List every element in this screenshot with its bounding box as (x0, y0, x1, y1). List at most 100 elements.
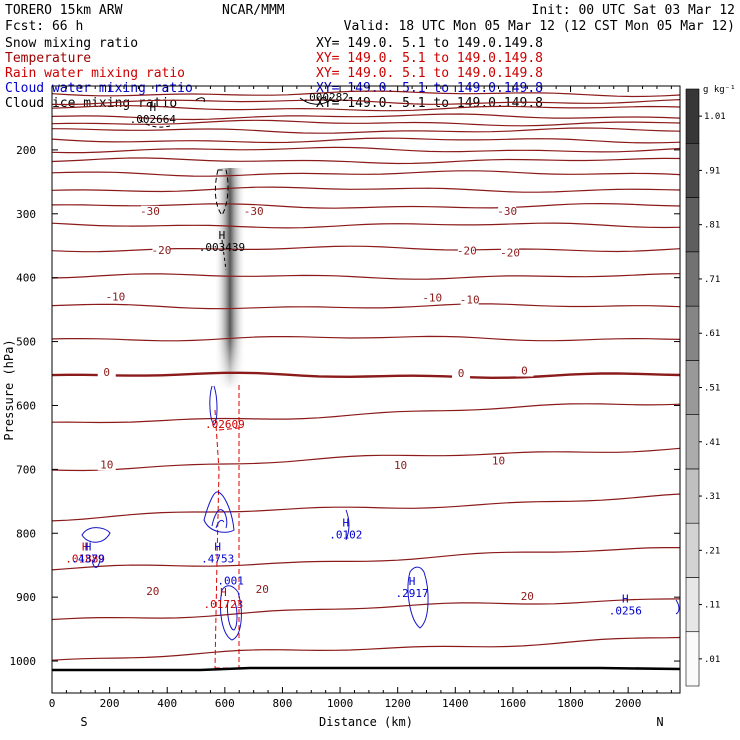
y-tick-label: 1000 (10, 655, 37, 668)
x-axis-label: Distance (km) (319, 715, 413, 729)
colorbar-swatch (685, 577, 700, 633)
colorbar-label: .91 (704, 166, 720, 176)
extremum-value: .0102 (329, 528, 362, 541)
colorbar-label: .81 (704, 221, 720, 231)
extremum-mark: H (622, 592, 629, 605)
isotherm-line (52, 222, 680, 229)
colorbar-label: .41 (704, 438, 720, 448)
contour-label: 10 (394, 459, 407, 472)
contour-label-bg (423, 292, 442, 304)
x-tick-label: 600 (215, 697, 235, 710)
extremum-mark: H (220, 586, 227, 599)
south-label: S (80, 715, 87, 729)
contour-label-bg (501, 247, 520, 259)
y-tick-label: 600 (16, 399, 36, 412)
contour-label: 20 (256, 583, 269, 596)
contour-label-bg (106, 291, 125, 303)
plot-area: 0 200 400 600 800 1000 1200 1400 1600 1800 2000 20… (2, 85, 681, 729)
isotherm-line (52, 202, 680, 209)
isotherm-line (52, 113, 680, 121)
colorbar-label: 1.01 (704, 112, 726, 122)
isotherm-line (52, 273, 680, 280)
colorbar-swatch (685, 197, 700, 253)
legend-field-xy: XY= 149.0. 5.1 to 149.0.149.8 (316, 81, 543, 96)
extremum-value: .4753 (201, 553, 234, 566)
isotherm-line (52, 105, 680, 112)
extremum-mark: H (219, 229, 226, 242)
x-tick-label: 1400 (442, 697, 469, 710)
colorbar-swatch (685, 468, 700, 524)
contour-label: 10 (492, 455, 505, 468)
colorbar-label: .31 (704, 492, 720, 502)
plot-frame (51, 85, 681, 694)
contour-label: 20 (146, 585, 159, 598)
extremum-value: .001 (217, 574, 244, 587)
y-tick-label: 900 (16, 591, 36, 604)
snow-shading (214, 168, 246, 390)
contour-label: 0 (103, 366, 110, 379)
colorbar-swatch (685, 142, 700, 198)
contour-label-bg (460, 294, 479, 306)
valid-time: Valid: 18 UTC Mon 05 Mar 12 (12 CST Mon … (344, 19, 735, 34)
contour-label: 20 (521, 590, 534, 603)
isotherm-line (52, 245, 680, 253)
colorbar-swatch (685, 251, 700, 307)
isotherm-line (52, 598, 680, 621)
x-tick-label: 800 (273, 697, 293, 710)
x-tick-label: 1600 (500, 697, 527, 710)
contour-label-bg (391, 460, 410, 472)
contour-label-bg (244, 205, 263, 217)
isotherm-line (52, 547, 680, 571)
contour-label: -20 (500, 246, 520, 259)
x-tick-label: 400 (157, 697, 177, 710)
contour-label-bg (515, 365, 534, 377)
colorbar-swatch (685, 360, 700, 415)
isotherm-line (52, 157, 680, 165)
temperature-contours (52, 90, 680, 661)
contour-label-bg (152, 244, 171, 256)
colorbar-swatch (685, 88, 700, 144)
terrain-line (52, 666, 680, 672)
legend-field-name: Temperature (5, 51, 91, 66)
y-tick-label: 300 (16, 208, 36, 221)
contour-label: 0 (521, 365, 528, 378)
colorbar-label: .11 (704, 601, 720, 611)
y-axis-label: Pressure (hPa) (2, 339, 16, 440)
x-axis: 0 200 400 600 800 1000 1200 1400 1600 1800 2000 (49, 86, 672, 710)
contour-label-bg (253, 584, 272, 596)
x-tick-label: 1000 (327, 697, 354, 710)
extremum-value: .4379 (71, 553, 104, 566)
isotherm-line (52, 335, 680, 342)
extremum-value: .000282 (302, 91, 348, 104)
colorbar-label: .01 (704, 655, 720, 665)
init-time: Init: 00 UTC Sat 03 Mar 12 (532, 3, 736, 18)
temperature-labels: -30 -30 -30 -20 -20 -20 -10 -10 -10 0 0 0 10 10 10 20 20… (97, 205, 537, 603)
extremum-value: .003439 (199, 241, 245, 254)
colorbar-unit: g kg⁻¹ (703, 85, 736, 95)
colorbar-label: .71 (704, 275, 720, 285)
isotherm-line (52, 90, 680, 98)
figure-header: TORERO 15km ARW Fcst: 66 h NCAR/MMM Init… (5, 3, 735, 111)
y-tick-label: 500 (16, 336, 36, 349)
extremum-mark: H (214, 541, 221, 554)
zero-isotherm (52, 371, 680, 380)
legend-field-xy: XY= 149.0. 5.1 to 149.0.149.8 (316, 66, 543, 81)
contour-label-bg (457, 245, 476, 257)
contour-label: 0 (458, 367, 465, 380)
isotherm-line (52, 403, 680, 424)
colorbar-label: .61 (704, 329, 720, 339)
forecast-hour: Fcst: 66 h (5, 19, 83, 34)
contour-label: -10 (422, 292, 442, 305)
contour-label-bg (452, 368, 471, 380)
colorbar-swatch (685, 305, 700, 361)
contour-label-bg (97, 366, 116, 378)
x-tick-label: 1200 (384, 697, 411, 710)
colorbar-label: .21 (704, 546, 720, 556)
y-tick-label: 400 (16, 272, 36, 285)
x-tick-label: 200 (100, 697, 120, 710)
isotherm-line (52, 170, 680, 177)
field-legend: Snow mixing ratio XY= 149.0. 5.1 to 149.0… (5, 36, 543, 111)
isotherm-line (52, 119, 680, 127)
